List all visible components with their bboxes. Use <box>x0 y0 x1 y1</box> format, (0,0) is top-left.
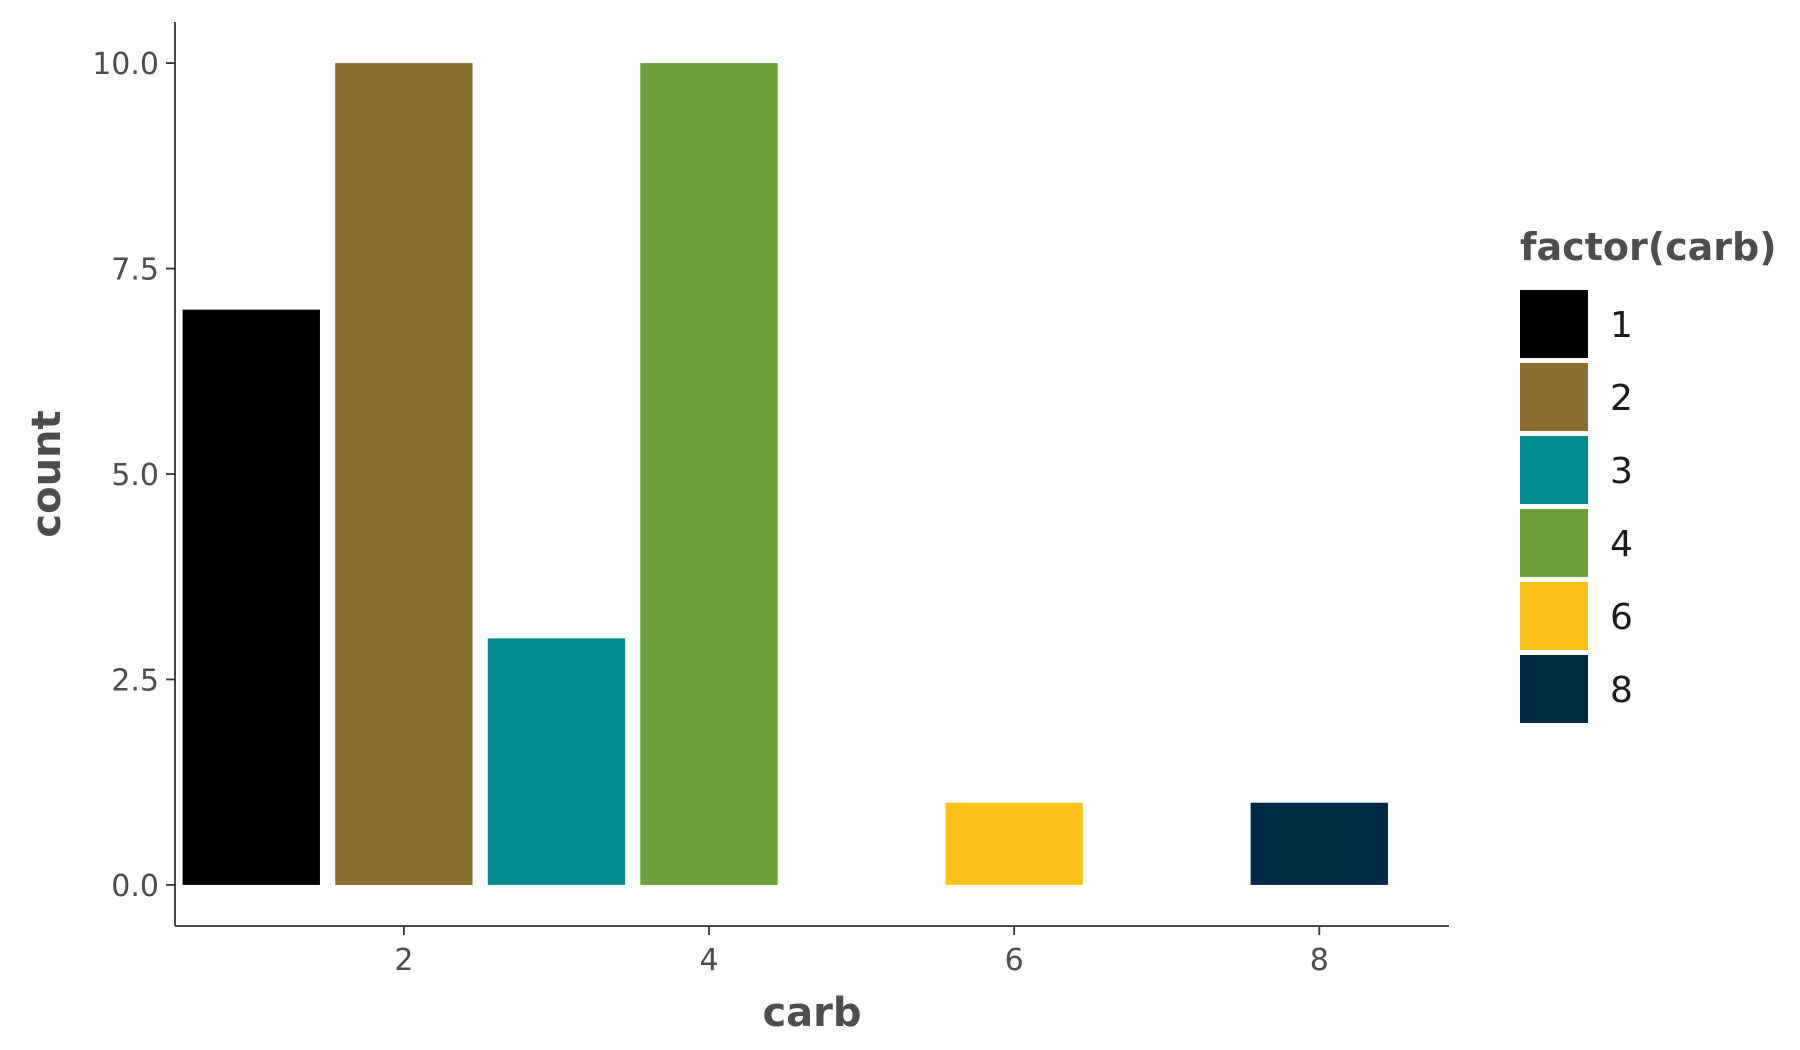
x-ticks-group: 2 4 6 8 <box>394 926 1329 978</box>
bar-carb-1 <box>182 309 320 885</box>
x-tick-label: 6 <box>1005 943 1024 978</box>
legend-key-8 <box>1520 655 1588 723</box>
y-tick-label: 5.0 <box>111 458 159 493</box>
legend-label: 3 <box>1610 451 1633 492</box>
y-tick-label: 7.5 <box>111 253 159 288</box>
legend-key-6 <box>1520 582 1588 650</box>
legend-key-1 <box>1520 290 1588 358</box>
y-tick-label: 0.0 <box>111 869 159 904</box>
legend-label: 2 <box>1610 378 1633 419</box>
x-tick-label: 2 <box>394 943 413 978</box>
legend-label: 8 <box>1610 670 1633 711</box>
bars-group <box>182 63 1388 885</box>
x-tick-label: 8 <box>1310 943 1329 978</box>
legend-items: 1 2 3 4 6 8 <box>1520 290 1633 723</box>
legend-key-4 <box>1520 509 1588 577</box>
x-tick-label: 4 <box>699 943 718 978</box>
legend-label: 4 <box>1610 524 1633 565</box>
bar-carb-4 <box>640 63 778 885</box>
bar-carb-2 <box>335 63 473 885</box>
legend-key-2 <box>1520 363 1588 431</box>
bar-carb-3 <box>487 638 626 885</box>
y-ticks-group: 0.0 2.5 5.0 7.5 10.0 <box>92 47 175 904</box>
legend: factor(carb) 1 2 3 4 6 8 <box>1520 225 1777 723</box>
bar-carb-6 <box>945 802 1083 885</box>
legend-label: 6 <box>1610 597 1633 638</box>
x-axis-title: carb <box>762 990 861 1036</box>
legend-label: 1 <box>1610 305 1633 346</box>
y-tick-label: 2.5 <box>111 663 159 698</box>
y-axis-title: count <box>24 410 70 537</box>
legend-key-3 <box>1520 436 1588 504</box>
legend-title: factor(carb) <box>1520 225 1777 269</box>
bar-carb-8 <box>1250 802 1388 885</box>
y-tick-label: 10.0 <box>92 47 159 82</box>
